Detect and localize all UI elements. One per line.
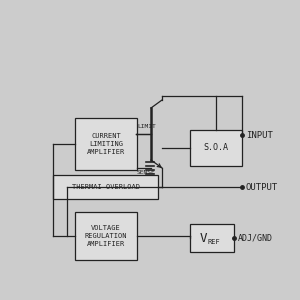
Text: LIMIT: LIMIT [137,124,156,128]
Text: V: V [200,232,207,245]
Text: CURRENT
LIMITING
AMPLIFIER: CURRENT LIMITING AMPLIFIER [87,134,125,154]
Text: SENSE: SENSE [137,169,156,175]
Text: ADJ/GND: ADJ/GND [238,233,273,242]
Bar [75,118,137,170]
Bar [190,130,242,166]
Text: OUTPUT: OUTPUT [246,182,278,191]
Text: VOLTAGE
REGULATION
AMPLIFIER: VOLTAGE REGULATION AMPLIFIER [85,226,127,247]
Bar [75,212,137,260]
Text: S.O.A: S.O.A [203,143,229,152]
Text: REF: REF [208,239,221,245]
Text: THERMAI OVERLOAD: THERMAI OVERLOAD [71,184,140,190]
Bar [53,175,158,199]
Bar [190,224,234,252]
Text: INPUT: INPUT [246,130,273,140]
